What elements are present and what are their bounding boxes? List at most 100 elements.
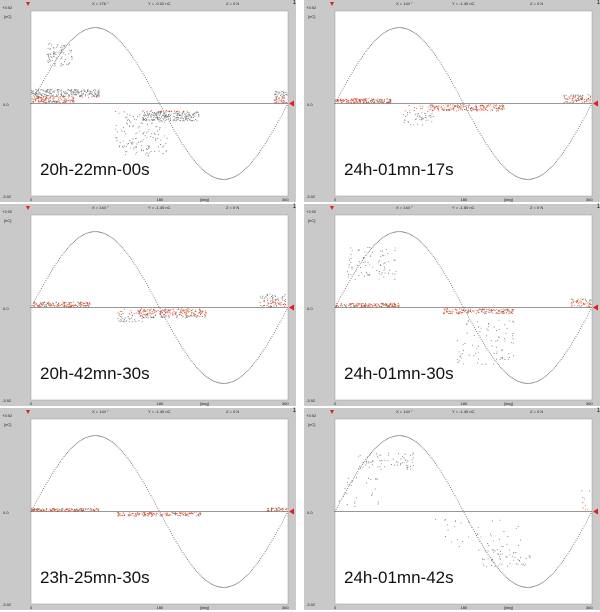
pd-point <box>45 94 47 96</box>
pd-point <box>425 113 427 114</box>
sine-dot <box>87 436 89 438</box>
pd-point <box>521 563 523 565</box>
pd-point <box>266 295 268 297</box>
pd-point <box>157 138 159 139</box>
sine-dot <box>92 435 94 437</box>
sine-dot <box>44 78 46 80</box>
sine-dot <box>235 175 236 177</box>
pd-point <box>176 314 178 316</box>
sine-dot <box>549 576 551 578</box>
sine-dot <box>561 153 563 155</box>
pd-point <box>453 105 455 107</box>
sine-dot <box>452 287 454 289</box>
sine-dot <box>169 530 171 532</box>
pd-point <box>47 301 49 303</box>
pd-point <box>55 54 57 55</box>
pd-point <box>161 310 163 312</box>
pd-point <box>472 344 473 346</box>
pd-plot-svg <box>26 2 294 197</box>
pd-point <box>563 94 565 96</box>
pd-point <box>452 104 454 106</box>
sine-dot <box>208 582 210 584</box>
sine-dot <box>582 527 584 529</box>
pd-point <box>374 478 376 480</box>
pd-point <box>71 99 73 101</box>
pd-point <box>68 53 70 55</box>
pd-point <box>145 512 146 514</box>
sine-dot <box>414 32 416 34</box>
pd-point <box>51 101 53 103</box>
pd-point <box>159 312 161 314</box>
pd-point <box>491 311 493 313</box>
pd-point <box>502 106 504 108</box>
pd-point <box>409 109 411 111</box>
pd-point <box>186 316 188 318</box>
pd-point <box>83 306 85 308</box>
sine-dot <box>57 55 59 57</box>
pd-point <box>49 60 51 62</box>
pd-point <box>46 302 48 304</box>
pd-point <box>179 114 181 116</box>
pd-point <box>159 313 161 315</box>
pd-point <box>353 303 355 305</box>
sine-dot <box>492 152 494 154</box>
sine-dot <box>404 27 406 29</box>
sine-dot <box>169 122 171 124</box>
sine-dot <box>49 272 51 274</box>
pd-point <box>64 100 66 102</box>
sine-dot <box>510 376 512 378</box>
sine-dot <box>428 45 430 47</box>
pd-point <box>376 305 378 307</box>
sine-dot <box>449 283 451 285</box>
pd-point <box>32 91 34 93</box>
pd-point <box>65 509 67 511</box>
sine-dot <box>55 467 57 469</box>
pd-point <box>468 354 470 356</box>
pd-point <box>119 515 121 517</box>
sine-dot <box>475 124 476 126</box>
sine-dot <box>403 231 404 233</box>
pd-point <box>367 456 369 458</box>
sine-dot <box>113 443 115 445</box>
pd-point <box>263 300 265 302</box>
pd-point <box>350 100 352 102</box>
sine-dot <box>525 178 527 180</box>
pd-point <box>41 302 43 304</box>
pd-point <box>48 94 50 96</box>
pd-point <box>380 306 382 308</box>
sine-dot <box>528 586 530 588</box>
sine-dot <box>44 486 46 488</box>
pd-point <box>376 101 378 103</box>
pd-cluster-3 <box>141 110 200 122</box>
sine-dot <box>206 172 208 174</box>
pd-point <box>64 509 66 511</box>
sine-dot <box>145 283 147 285</box>
pd-point <box>417 123 419 125</box>
pd-point <box>381 101 382 103</box>
pd-point <box>384 99 385 101</box>
pd-point <box>360 467 361 469</box>
pd-point <box>451 106 453 108</box>
pd-point <box>381 254 383 256</box>
sine-dot <box>542 581 544 583</box>
pd-point <box>170 115 172 116</box>
pd-point <box>488 310 490 312</box>
sine-dot <box>428 453 430 455</box>
pd-point <box>125 133 127 135</box>
sine-dot <box>576 129 578 131</box>
sine-dot <box>45 280 47 282</box>
sine-dot <box>286 105 288 107</box>
pd-point <box>171 308 173 310</box>
pd-point <box>174 113 176 114</box>
pd-point <box>270 508 272 510</box>
sine-dot <box>375 447 377 448</box>
sine-dot <box>516 380 518 382</box>
pd-point <box>584 299 586 301</box>
pd-point <box>264 299 266 301</box>
pd-point <box>443 312 445 314</box>
pd-point <box>53 47 55 48</box>
pd-point <box>61 94 63 95</box>
sine-dot <box>528 178 530 180</box>
pd-point <box>385 303 387 304</box>
pd-point <box>438 105 440 107</box>
